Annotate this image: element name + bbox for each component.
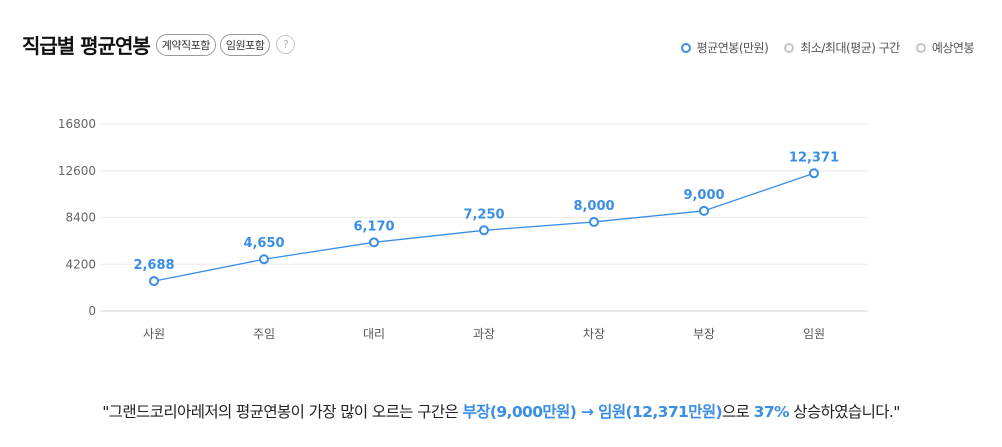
data-label: 12,371: [789, 150, 839, 165]
legend-dot-icon: [680, 42, 691, 53]
summary-from-grade: 부장(9,000만원): [462, 403, 577, 421]
x-tick-label: 주임: [253, 327, 275, 341]
data-point: [699, 205, 709, 216]
summary-percent: 37%: [753, 403, 790, 421]
chart-header: 직급별 평균연봉 계약직포함 임원포함 ?: [22, 30, 296, 59]
data-point: [369, 237, 379, 248]
summary-middle: 으로: [722, 403, 754, 421]
summary-to-grade: 임원(12,371만원): [598, 403, 722, 421]
x-tick-label: 부장: [693, 327, 715, 341]
data-point: [809, 168, 819, 179]
x-tick-label: 임원: [803, 327, 825, 341]
summary-text: "그랜드코리아레저의 평균연봉이 가장 많이 오르는 구간은 부장(9,000만…: [0, 400, 1002, 422]
data-label: 7,250: [463, 207, 504, 222]
data-label: 6,170: [353, 219, 394, 234]
x-tick-label: 과장: [473, 327, 495, 341]
legend-item-average-salary[interactable]: 평균연봉(만원): [680, 39, 769, 56]
legend-label: 최소/최대(평균) 구간: [800, 41, 900, 55]
y-tick-label: 12600: [58, 164, 96, 178]
summary-prefix: "그랜드코리아레저의 평균연봉이 가장 많이 오르는 구간은: [102, 403, 463, 421]
legend-item-expected-salary[interactable]: 예상연봉: [915, 39, 975, 56]
legend-label: 평균연봉(만원): [696, 41, 769, 55]
chart-legend: 평균연봉(만원) 최소/최대(평균) 구간 예상연봉: [665, 39, 975, 56]
legend-dot-icon: [784, 42, 795, 53]
legend-item-min-max-range[interactable]: 최소/최대(평균) 구간: [784, 39, 900, 56]
y-tick-label: 8400: [65, 211, 96, 225]
contract-included-tag[interactable]: 계약직포함: [155, 33, 216, 56]
legend-dot-icon: [915, 42, 926, 53]
y-tick-label: 16800: [58, 117, 96, 131]
legend-label: 예상연봉: [931, 41, 975, 55]
help-icon[interactable]: ?: [276, 35, 296, 54]
data-point: [479, 225, 489, 236]
x-tick-label: 차장: [583, 327, 605, 341]
x-tick-label: 사원: [143, 327, 165, 341]
summary-arrow: →: [576, 403, 599, 421]
y-tick-label: 0: [88, 304, 96, 318]
executive-included-tag[interactable]: 임원포함: [219, 33, 271, 56]
data-label: 4,650: [243, 236, 284, 251]
data-point: [149, 276, 159, 287]
data-point: [589, 216, 599, 227]
y-tick-label: 4200: [65, 257, 96, 271]
summary-suffix: 상승하였습니다.": [788, 403, 900, 421]
chart-title: 직급별 평균연봉: [22, 34, 151, 58]
data-label: 8,000: [573, 199, 614, 214]
x-tick-label: 대리: [363, 327, 385, 341]
salary-line-chart: 0 4200 8400 12600 16800 사원 주임 대리 과장 차장 부장 임원 2,688 4,…: [58, 117, 868, 341]
data-label: 2,688: [133, 258, 174, 273]
data-label: 9,000: [683, 188, 724, 203]
data-point: [259, 254, 269, 265]
